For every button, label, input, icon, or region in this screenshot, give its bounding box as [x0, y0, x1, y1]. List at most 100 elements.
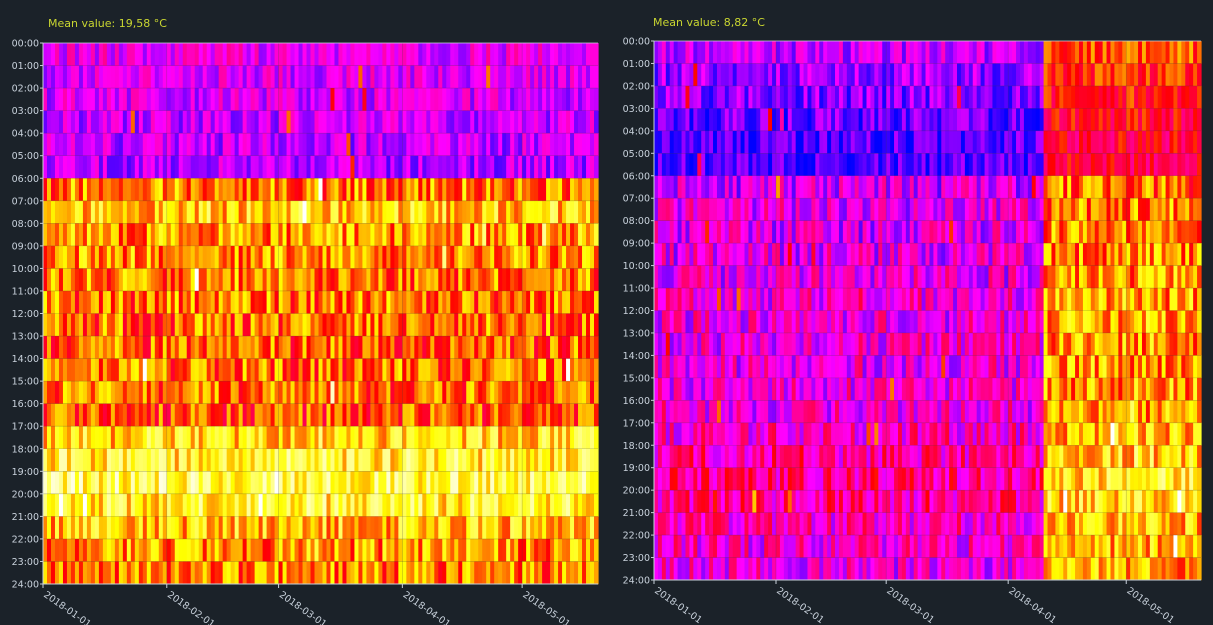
- heatmap-cell: [791, 63, 797, 87]
- heatmap-cell: [430, 403, 435, 427]
- heatmap-cell: [414, 516, 419, 540]
- heatmap-cell: [681, 332, 687, 356]
- heatmap-cell: [518, 358, 523, 382]
- heatmap-cell: [450, 313, 455, 337]
- heatmap-cell: [518, 493, 523, 517]
- heatmap-cell: [673, 467, 679, 491]
- heatmap-cell: [274, 448, 280, 472]
- heatmap-cell: [558, 245, 563, 269]
- heatmap-cell: [665, 85, 671, 109]
- heatmap-cell: [182, 381, 188, 404]
- heatmap-cell: [222, 43, 228, 66]
- heatmap-cell: [186, 538, 192, 562]
- heatmap-cell: [426, 403, 431, 427]
- heatmap-cell: [250, 88, 256, 111]
- heatmap-cell: [126, 426, 132, 450]
- heatmap-cell: [246, 336, 252, 359]
- heatmap-cell: [795, 265, 801, 289]
- heatmap-cell: [689, 130, 694, 154]
- heatmap-cell: [230, 133, 236, 157]
- heatmap-cell: [586, 448, 591, 472]
- heatmap-cell: [728, 153, 734, 177]
- heatmap-cell: [102, 381, 108, 404]
- heatmap-cell: [494, 313, 499, 337]
- heatmap-cell: [158, 538, 164, 562]
- heatmap-cell: [558, 178, 563, 202]
- heatmap-cell: [54, 448, 60, 472]
- heatmap-cell: [58, 336, 64, 359]
- heatmap-cell: [390, 538, 395, 562]
- heatmap-cell: [306, 516, 312, 540]
- heatmap-cell: [764, 130, 769, 154]
- heatmap-cell: [314, 538, 320, 562]
- heatmap-cell: [811, 243, 816, 266]
- heatmap-cell: [542, 426, 547, 450]
- heatmap-cell: [673, 198, 679, 221]
- heatmap-cell: [410, 133, 415, 157]
- heatmap-cell: [760, 557, 765, 581]
- heatmap-cell: [713, 288, 718, 311]
- heatmap-cell: [386, 178, 391, 202]
- heatmap-cell: [454, 133, 459, 157]
- heatmap-cell: [350, 538, 356, 562]
- heatmap-cell: [234, 155, 240, 179]
- heatmap-cell: [334, 313, 340, 337]
- heatmap-cell: [665, 243, 671, 266]
- heatmap-cell: [154, 381, 160, 404]
- heatmap-cell: [866, 130, 872, 154]
- heatmap-cell: [542, 313, 547, 337]
- heatmap-cell: [142, 200, 148, 224]
- heatmap-cell: [406, 516, 411, 540]
- heatmap-cell: [554, 471, 559, 495]
- heatmap-cell: [318, 538, 324, 562]
- heatmap-cell: [354, 516, 360, 540]
- heatmap-cell: [178, 88, 184, 111]
- heatmap-cell: [677, 377, 683, 401]
- heatmap-cell: [744, 63, 750, 87]
- heatmap-cell: [506, 426, 511, 450]
- heatmap-cell: [314, 426, 320, 450]
- heatmap-cell: [46, 43, 52, 66]
- heatmap-cell: [310, 516, 316, 540]
- heatmap-cell: [689, 175, 694, 199]
- heatmap-cell: [787, 243, 793, 266]
- heatmap-cell: [894, 288, 899, 311]
- heatmap-cell: [756, 400, 761, 424]
- heatmap-cell: [390, 336, 395, 359]
- heatmap-cell: [318, 133, 324, 157]
- heatmap-cell: [58, 493, 64, 517]
- heatmap-cell: [186, 561, 192, 585]
- heatmap-cell: [422, 200, 427, 224]
- heatmap-cell: [74, 561, 80, 585]
- heatmap-cell: [740, 175, 746, 199]
- heatmap-cell: [744, 220, 750, 244]
- heatmap-cell: [819, 288, 824, 311]
- heatmap-cell: [138, 133, 144, 157]
- heatmap-cell: [386, 223, 391, 247]
- heatmap-cell: [50, 538, 56, 562]
- heatmap-cell: [306, 381, 312, 404]
- heatmap-cell: [74, 471, 80, 495]
- heatmap-cell: [791, 332, 797, 356]
- heatmap-cell: [298, 178, 304, 202]
- heatmap-cell: [590, 516, 595, 540]
- heatmap-cell: [819, 445, 824, 469]
- heatmap-cell: [130, 110, 136, 134]
- heatmap-cell: [378, 381, 383, 404]
- heatmap-cell: [874, 377, 879, 401]
- heatmap-cell: [681, 265, 687, 289]
- heatmap-cell: [150, 403, 156, 427]
- heatmap-cell: [342, 200, 348, 224]
- heatmap-cell: [542, 245, 547, 269]
- heatmap-cell: [466, 448, 471, 472]
- heatmap-cell: [358, 223, 364, 247]
- heatmap-cell: [246, 403, 252, 427]
- heatmap-cell: [546, 381, 551, 404]
- heatmap-cell: [326, 403, 332, 427]
- heatmap-cell: [470, 88, 475, 111]
- heatmap-cell: [202, 403, 208, 427]
- heatmap-cell: [854, 41, 860, 64]
- heatmap-cell: [442, 200, 447, 224]
- heatmap-cell: [882, 332, 887, 356]
- heatmap-cell: [538, 448, 543, 472]
